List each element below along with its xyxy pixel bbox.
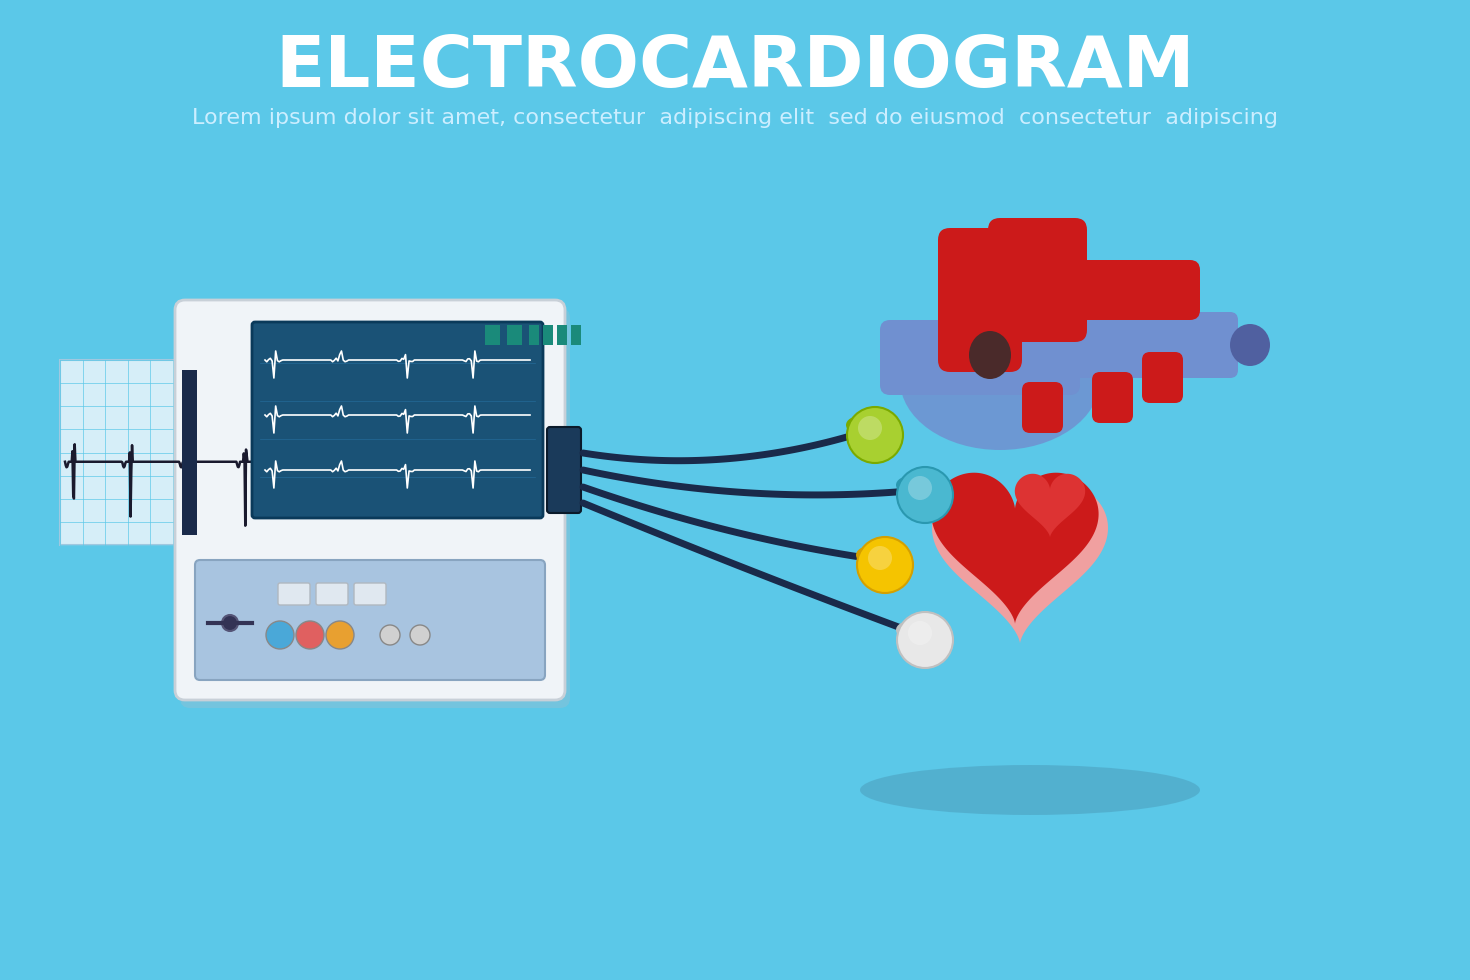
Circle shape [857, 537, 913, 593]
FancyBboxPatch shape [1142, 352, 1183, 403]
FancyBboxPatch shape [1092, 372, 1133, 423]
Circle shape [908, 476, 932, 500]
Polygon shape [932, 484, 1108, 644]
Bar [529, 325, 539, 345]
FancyBboxPatch shape [988, 218, 1086, 342]
FancyBboxPatch shape [179, 308, 570, 708]
Circle shape [326, 621, 354, 649]
Ellipse shape [856, 546, 883, 564]
Circle shape [410, 625, 431, 645]
Ellipse shape [1230, 324, 1270, 366]
Circle shape [295, 621, 323, 649]
Bar [507, 325, 522, 345]
Ellipse shape [939, 235, 1070, 325]
FancyBboxPatch shape [196, 560, 545, 680]
Circle shape [847, 407, 903, 463]
FancyBboxPatch shape [354, 583, 387, 605]
Circle shape [381, 625, 400, 645]
FancyBboxPatch shape [175, 300, 564, 700]
FancyBboxPatch shape [1022, 382, 1063, 433]
Bar [557, 325, 567, 345]
Bar [182, 370, 197, 535]
Ellipse shape [897, 621, 925, 639]
Circle shape [897, 467, 953, 523]
FancyBboxPatch shape [60, 360, 329, 545]
Circle shape [867, 546, 892, 570]
Ellipse shape [897, 476, 925, 494]
Circle shape [908, 621, 932, 645]
Text: Lorem ipsum dolor sit amet, consectetur  adipiscing elit  sed do eiusmod  consec: Lorem ipsum dolor sit amet, consectetur … [193, 108, 1277, 128]
FancyBboxPatch shape [938, 228, 1022, 372]
Circle shape [222, 615, 238, 631]
FancyBboxPatch shape [1022, 312, 1238, 378]
Bar [542, 325, 553, 345]
Circle shape [266, 621, 294, 649]
Circle shape [897, 612, 953, 668]
FancyBboxPatch shape [316, 583, 348, 605]
FancyBboxPatch shape [1060, 260, 1200, 320]
Text: ELECTROCARDIOGRAM: ELECTROCARDIOGRAM [275, 33, 1195, 103]
Polygon shape [1014, 473, 1085, 537]
Ellipse shape [847, 416, 875, 434]
Ellipse shape [900, 310, 1100, 450]
Bar [485, 325, 500, 345]
FancyBboxPatch shape [251, 322, 542, 518]
Ellipse shape [860, 765, 1200, 815]
Circle shape [858, 416, 882, 440]
Bar [570, 325, 581, 345]
FancyBboxPatch shape [278, 583, 310, 605]
Ellipse shape [969, 331, 1011, 379]
FancyBboxPatch shape [547, 427, 581, 513]
Polygon shape [932, 472, 1098, 624]
FancyBboxPatch shape [881, 320, 1080, 395]
